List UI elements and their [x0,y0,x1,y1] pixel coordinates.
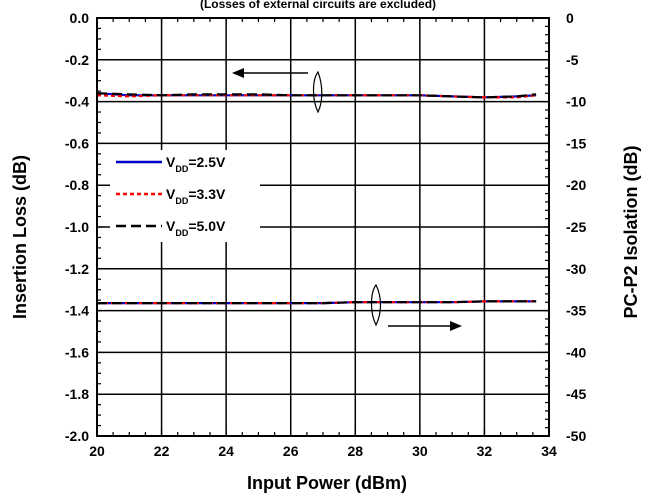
y-right-tick-label: -25 [566,219,586,235]
x-tick-label: 22 [154,443,170,459]
legend: VDD=2.5V VDD=3.3V VDD=5.0V [110,150,260,242]
series-line-isolation [97,300,537,305]
x-tick-labels: 20 22 24 26 28 30 32 34 [89,443,557,459]
y-left-tick-label: -1.2 [65,261,89,277]
right-axis-bracket [370,283,382,327]
x-tick-label: 24 [218,443,234,459]
y-left-tick-label: -1.6 [65,344,89,360]
y-right-tick-label: -5 [566,52,579,68]
left-axis-arrow-head [232,68,244,78]
ticks [96,17,550,437]
y-right-axis-title: PC-P2 Isolation (dB) [621,145,641,318]
y-right-tick-label: -40 [566,344,586,360]
x-tick-label: 20 [89,443,105,459]
right-axis-arrow-head [450,321,462,331]
annotations [232,68,462,331]
y-left-tick-label: -1.0 [65,219,89,235]
y-right-tick-label: -10 [566,94,586,110]
legend-label: VDD=2.5V [166,154,226,174]
x-tick-label: 34 [541,443,557,459]
y-right-tick-label: -20 [566,177,586,193]
y-left-tick-label: -2.0 [65,428,89,444]
y-right-tick-labels: 0 -5 -10 -15 -20 -25 -30 -35 -40 -45 -50 [566,10,586,444]
y-left-tick-label: -0.4 [65,94,89,110]
y-right-tick-label: 0 [566,10,574,26]
x-tick-label: 32 [477,443,493,459]
y-left-tick-label: -1.4 [65,303,89,319]
y-right-tick-label: -45 [566,386,586,402]
y-right-tick-label: -30 [566,261,586,277]
x-tick-label: 26 [283,443,299,459]
y-left-tick-labels: 0.0 -0.2 -0.4 -0.6 -0.8 -1.0 -1.2 -1.4 -1.6 -1.8 -… [65,10,89,444]
x-tick-label: 30 [412,443,428,459]
y-left-tick-label: -1.8 [65,386,89,402]
y-right-tick-label: -50 [566,428,586,444]
y-left-tick-label: -0.6 [65,135,89,151]
legend-label: VDD=3.3V [166,186,226,206]
y-left-tick-label: -0.2 [65,52,89,68]
legend-label: VDD=5.0V [166,218,226,238]
y-right-tick-label: -35 [566,303,586,319]
x-axis-title: Input Power (dBm) [247,473,407,493]
chart-note: (Losses of external circuits are exclude… [200,0,436,11]
y-left-tick-label: 0.0 [70,10,90,26]
y-left-tick-label: -0.8 [65,177,89,193]
left-axis-bracket [312,70,323,114]
y-right-tick-label: -15 [566,135,586,151]
series-line-insertion_loss [96,92,537,99]
series-layer [96,92,537,305]
x-tick-label: 28 [347,443,363,459]
y-left-axis-title: Insertion Loss (dB) [10,155,30,319]
